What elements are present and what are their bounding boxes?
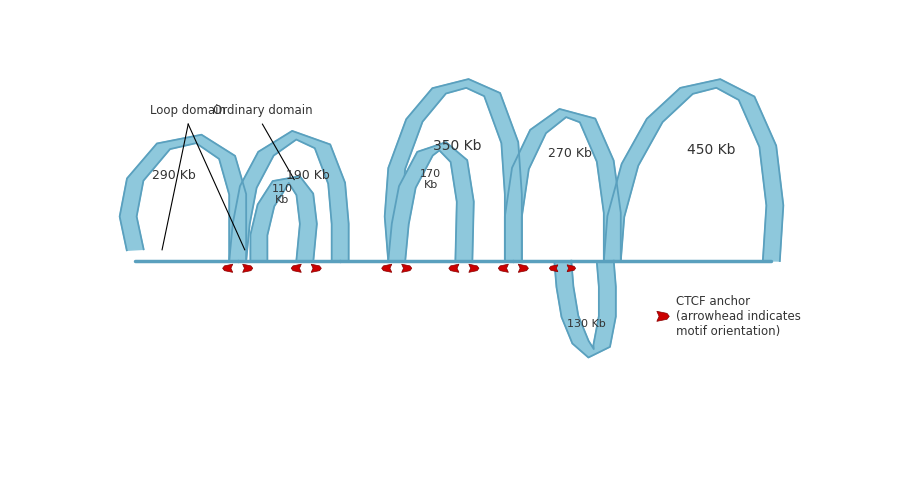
Polygon shape <box>311 264 321 272</box>
Polygon shape <box>229 131 348 261</box>
Polygon shape <box>497 264 507 272</box>
Text: Loop domain: Loop domain <box>150 104 226 117</box>
Polygon shape <box>656 312 669 321</box>
Text: 130 Kb: 130 Kb <box>566 319 605 329</box>
Text: 190 Kb: 190 Kb <box>286 169 330 182</box>
Text: 110
Kb: 110 Kb <box>271 183 292 205</box>
Polygon shape <box>222 264 232 272</box>
Polygon shape <box>401 264 412 272</box>
Text: CTCF anchor
(arrowhead indicates
motif orientation): CTCF anchor (arrowhead indicates motif o… <box>675 295 800 338</box>
Polygon shape <box>567 265 575 272</box>
Text: 350 Kb: 350 Kb <box>432 139 480 153</box>
Polygon shape <box>384 79 521 261</box>
Polygon shape <box>517 264 527 272</box>
Polygon shape <box>468 264 478 272</box>
Text: Ordinary domain: Ordinary domain <box>212 104 312 117</box>
Polygon shape <box>548 265 558 272</box>
Text: 270 Kb: 270 Kb <box>548 147 591 160</box>
Polygon shape <box>119 135 246 261</box>
Polygon shape <box>251 176 316 261</box>
Polygon shape <box>603 79 783 261</box>
Polygon shape <box>291 264 301 272</box>
Polygon shape <box>448 264 458 272</box>
Text: 290 Kb: 290 Kb <box>152 169 196 182</box>
Polygon shape <box>388 142 473 261</box>
Text: 450 Kb: 450 Kb <box>686 143 734 157</box>
Polygon shape <box>242 264 252 272</box>
Polygon shape <box>554 261 615 358</box>
Text: 170
Kb: 170 Kb <box>420 169 441 191</box>
Polygon shape <box>381 264 392 272</box>
Polygon shape <box>505 109 620 261</box>
